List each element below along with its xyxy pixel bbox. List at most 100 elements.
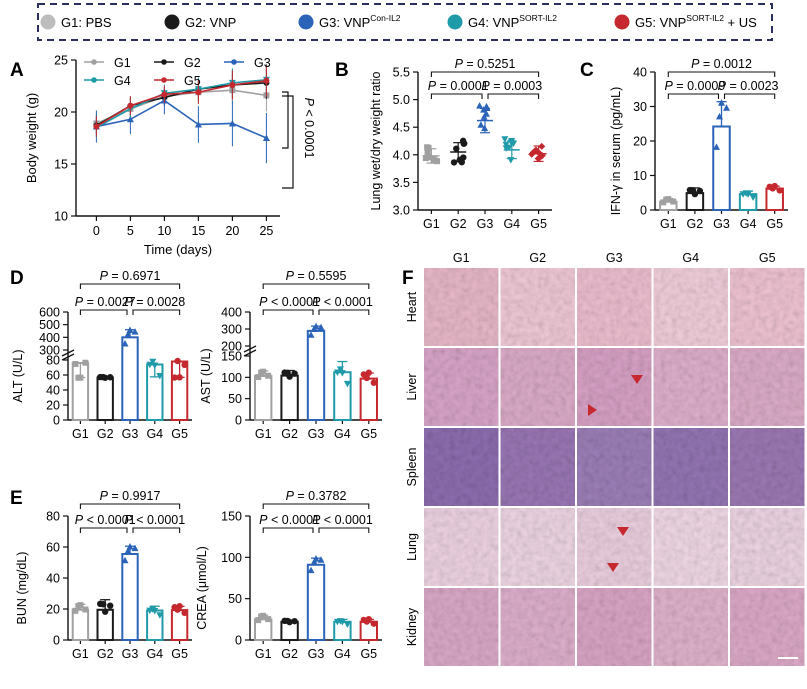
dot-G4-7 <box>507 157 515 164</box>
x-tick-label-2: 10 <box>157 224 171 238</box>
bracket-g1-g5 <box>79 283 181 289</box>
dot-G3-2 <box>317 323 325 331</box>
p-value-g1-g5-p: P <box>691 57 700 71</box>
histology-heart-G1 <box>424 268 499 346</box>
dot-G5-1 <box>176 374 183 381</box>
dot-G3-3 <box>476 102 484 109</box>
dot-G3-3 <box>716 112 723 120</box>
dot-G3-0 <box>307 566 315 574</box>
point-G3-4 <box>228 119 236 127</box>
series-line-G5 <box>95 80 267 128</box>
bar-G2 <box>96 376 114 422</box>
dot-G4-3 <box>742 190 750 197</box>
p-value-g1-g5-value: = 0.5251 <box>463 57 516 71</box>
axis-break-1 <box>61 349 75 357</box>
p-value-g1-g3-p: P <box>75 513 84 527</box>
dot-G2-3 <box>284 617 291 625</box>
dot-G5-1 <box>365 369 372 376</box>
legend-label-4: G4: VNPSORT-IL2 <box>468 13 557 30</box>
col-label-G5: G5 <box>759 251 776 265</box>
x-tick-label-1: 5 <box>127 224 134 238</box>
dot-G1-3 <box>258 613 265 620</box>
y-tick-label-5: 5.5 <box>393 66 410 80</box>
histology-kidney-G1 <box>424 588 499 666</box>
dot-G1-4 <box>424 149 431 156</box>
x-tick-label-G4: G4 <box>146 647 163 661</box>
y-tick-label-2: 4.0 <box>393 148 410 162</box>
p-value-g1-g3-value: < 0.0001 <box>83 513 136 527</box>
p-value-g1-g3: P < 0.0001 <box>75 513 136 527</box>
y-tick-label-0: 0 <box>235 414 242 428</box>
point-G3-1 <box>126 115 134 123</box>
legend-a-marker-G1 <box>91 59 97 65</box>
p-value-g3-g5-p: P <box>312 295 321 309</box>
bracket-g3-g5 <box>318 309 370 315</box>
legend-a-label-G2: G2 <box>184 56 201 70</box>
y-tick-label-7: 500 <box>39 318 60 332</box>
point-G3-5 <box>262 134 270 141</box>
dot-G1-3 <box>258 369 265 376</box>
dot-G5-0 <box>171 374 178 381</box>
x-tick-label-G3: G3 <box>122 647 139 661</box>
p-value-g1-g5: P = 0.5595 <box>286 269 347 283</box>
x-tick-label-G1: G1 <box>423 217 440 231</box>
dot-G1-7 <box>425 154 432 161</box>
histology-spleen-G4 <box>653 428 728 506</box>
dot-G3-2 <box>131 328 139 335</box>
x-tick-label-G2: G2 <box>97 427 114 441</box>
x-tick-label-G3: G3 <box>477 217 494 231</box>
legend-a-marker-G4 <box>91 77 97 83</box>
x-tick-label-G5: G5 <box>360 427 377 441</box>
histology-lung-G1 <box>424 508 499 586</box>
p-value-g3-g5-p: P <box>124 295 133 309</box>
histology-liver-G4 <box>653 348 728 426</box>
dot-G4-6 <box>505 144 513 152</box>
axis-break-2 <box>243 349 257 357</box>
x-tick-label-G4: G4 <box>334 427 351 441</box>
x-tick-label-G1: G1 <box>255 647 272 661</box>
histology-lung-G5 <box>730 508 805 586</box>
y-tick-label-1: 3.5 <box>393 176 410 190</box>
p-value-g1-g5-value: = 0.6971 <box>108 269 161 283</box>
p-value-g1-g5-value: = 0.9917 <box>108 489 161 503</box>
dot-G2-3 <box>100 373 107 381</box>
series-line-G2 <box>95 82 267 127</box>
dot-G2-1 <box>102 608 109 615</box>
dot-G5-2 <box>370 620 377 627</box>
p-value-g1-g3-p: P <box>428 79 437 93</box>
legend-label-sup-5: SORT-IL2 <box>686 13 724 23</box>
point-G5-2 <box>161 91 168 98</box>
bracket-g1-g3 <box>79 309 128 315</box>
x-tick-label-G2: G2 <box>687 217 704 231</box>
legend: G1: PBS G2: VNP G3: VNPCon-IL2 G4: VNPSORT-… <box>37 3 773 41</box>
legend-label-main-5: G5: VNP <box>635 15 686 30</box>
x-tick-label-0: 0 <box>93 224 100 238</box>
arrow-liver-2 <box>588 404 597 416</box>
p-value-g1-g3: P = 0.0027 <box>75 295 136 309</box>
x-tick-label-G3: G3 <box>308 647 325 661</box>
dot-G1-2 <box>82 359 89 366</box>
p-value-g3-g5-p: P <box>481 79 490 93</box>
p-value-g1-g5-value: = 0.3782 <box>294 489 347 503</box>
panel-letter-a: A <box>10 60 24 81</box>
dot-G1-2 <box>265 616 272 623</box>
bar-G1 <box>71 608 90 642</box>
dot-G3-2 <box>317 556 325 563</box>
p-value-g1-g3-value: = 0.0009 <box>673 79 726 93</box>
dot-G4-3 <box>336 366 344 373</box>
row-label-spleen: Spleen <box>405 447 419 486</box>
dot-G1-2 <box>670 198 677 205</box>
histology-spleen-G2 <box>500 428 575 506</box>
x-tick-label-G3: G3 <box>713 217 730 231</box>
bar-G3 <box>121 336 139 422</box>
x-tick-label-G4: G4 <box>334 647 351 661</box>
dot-G1-3 <box>75 603 82 610</box>
legend-label-main-1: G1: PBS <box>61 15 112 30</box>
histology-spleen-G1 <box>424 428 499 506</box>
y-tick-label-1: 20 <box>46 603 60 617</box>
dot-G2-3 <box>689 187 697 194</box>
bracket-g1-g3 <box>667 93 720 99</box>
bar-G3 <box>121 552 139 641</box>
dot-G5-3 <box>769 185 776 192</box>
x-tick-label-G1: G1 <box>660 217 677 231</box>
